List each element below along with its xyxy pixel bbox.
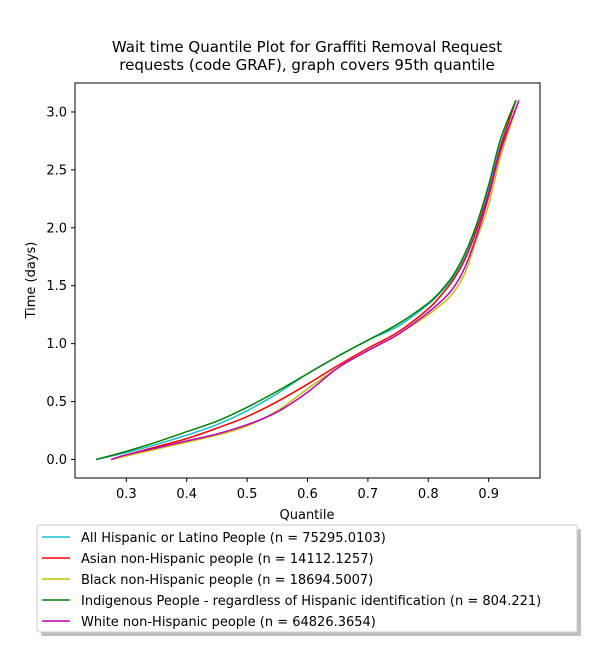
x-tick-label: 0.4 [176, 487, 197, 502]
y-tick-label: 2.0 [46, 221, 67, 236]
chart-title-line-2: requests (code GRAF), graph covers 95th … [119, 56, 494, 74]
legend: All Hispanic or Latino People (n = 75295… [36, 524, 581, 636]
y-tick-label: 1.5 [46, 279, 67, 294]
legend-label: Asian non-Hispanic people (n = 14112.125… [81, 552, 374, 567]
legend-label: Black non-Hispanic people (n = 18694.500… [81, 573, 373, 588]
y-tick-label: 2.5 [46, 163, 67, 178]
x-axis-label: Quantile [280, 508, 335, 523]
legend-label: Indigenous People - regardless of Hispan… [81, 594, 541, 609]
legend-label: White non-Hispanic people (n = 64826.365… [81, 615, 376, 630]
legend-box [36, 524, 578, 633]
y-tick-label: 0.5 [46, 395, 67, 410]
series-line-4 [95, 100, 517, 461]
x-tick-label: 0.8 [418, 487, 439, 502]
x-tick-label: 0.3 [116, 487, 137, 502]
series-line-2 [111, 100, 517, 461]
legend-label: All Hispanic or Latino People (n = 75295… [81, 531, 386, 546]
x-axis: 0.3 0.4 0.5 0.6 0.7 0.8 0.9 [116, 478, 499, 502]
series-line-5 [111, 100, 520, 461]
series-layer [95, 100, 520, 461]
y-tick-label: 3.0 [46, 105, 67, 120]
x-tick-label: 0.9 [478, 487, 499, 502]
y-axis: 0.0 0.5 1.0 1.5 2.0 2.5 3.0 [46, 105, 75, 468]
x-tick-label: 0.7 [358, 487, 379, 502]
chart-title: Wait time Quantile Plot for Graffiti Rem… [112, 38, 502, 74]
chart-title-line-1: Wait time Quantile Plot for Graffiti Rem… [112, 38, 502, 56]
legend-entries: All Hispanic or Latino People (n = 75295… [42, 531, 541, 630]
x-tick-label: 0.6 [297, 487, 318, 502]
y-axis-label: Time (days) [24, 242, 39, 320]
x-tick-label: 0.5 [237, 487, 258, 502]
plot-area-frame [74, 82, 541, 479]
y-tick-label: 0.0 [46, 453, 67, 468]
y-tick-label: 1.0 [46, 337, 67, 352]
